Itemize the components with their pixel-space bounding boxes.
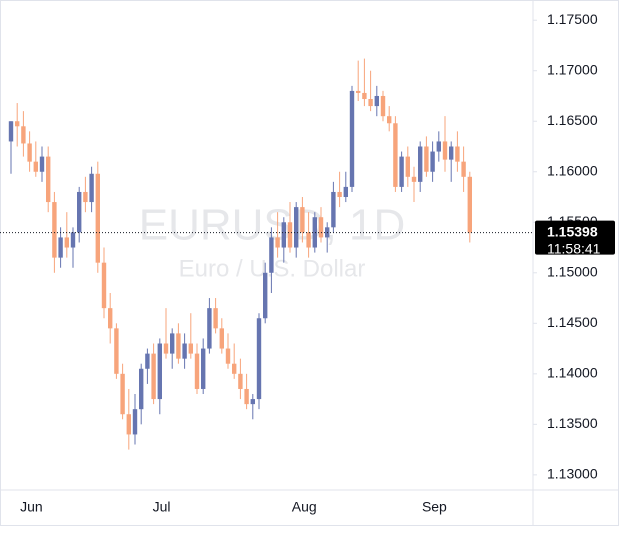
candle-body [157, 343, 162, 400]
x-tick-label: Jul [153, 499, 171, 515]
candle-body [449, 146, 454, 160]
candle-body [52, 202, 57, 258]
candle-body [132, 409, 138, 435]
candle-body [58, 237, 63, 258]
candle-body [219, 328, 224, 349]
candle-body [300, 207, 305, 233]
candle-body [182, 343, 187, 359]
candle-body [151, 353, 156, 400]
candle-body [33, 161, 38, 172]
y-tick-label: 1.16000 [547, 162, 598, 178]
candle-body [368, 99, 373, 107]
candle-body [424, 146, 429, 172]
candle-body [269, 237, 274, 273]
candle-body [114, 328, 119, 374]
last-price-label: 1.15398 [547, 223, 598, 239]
candle-body [294, 207, 299, 248]
candle-body [201, 348, 206, 389]
candle-body [356, 90, 361, 93]
candle-body [15, 121, 20, 127]
x-tick-label: Sep [422, 499, 447, 515]
candle-body [250, 399, 255, 405]
candle-body [21, 126, 26, 144]
candle-body [411, 176, 417, 182]
candle-body [83, 191, 88, 203]
candle-body [145, 353, 150, 369]
candle-body [374, 95, 379, 107]
candle-body [27, 143, 32, 162]
y-tick-label: 1.16500 [547, 112, 598, 128]
y-tick-label: 1.14000 [547, 365, 598, 381]
candle-body [399, 156, 404, 187]
candle-body [461, 161, 466, 177]
candle-body [225, 348, 231, 364]
candle-body [343, 186, 348, 198]
x-tick-label: Aug [292, 499, 317, 515]
y-tick-label: 1.13000 [547, 466, 598, 482]
countdown-label: 11:58:41 [547, 240, 601, 256]
candle-body [126, 414, 131, 435]
candle-body [442, 141, 448, 160]
candle-body [64, 237, 69, 248]
candle-body [418, 146, 423, 182]
candle-body [256, 318, 262, 400]
y-tick-label: 1.17000 [547, 61, 598, 77]
candle-body [207, 308, 212, 349]
candle-body [275, 237, 280, 248]
candle-body [213, 308, 218, 329]
candle-body [194, 353, 200, 389]
candle-body [244, 388, 249, 405]
candle-body [362, 92, 367, 100]
x-tick-label: Jun [20, 499, 43, 515]
candle-body [170, 333, 175, 354]
candle-body [77, 191, 82, 233]
candle-body [108, 308, 113, 329]
y-tick-label: 1.14500 [547, 314, 598, 330]
candle-body [312, 217, 317, 248]
candle-body [139, 368, 144, 410]
last-price-box [535, 220, 615, 255]
candle-body [232, 363, 237, 374]
candle-body [281, 222, 286, 248]
candle-body [287, 222, 293, 248]
candle-body [331, 191, 336, 228]
candle-body [101, 262, 107, 309]
y-tick-label: 1.13500 [547, 415, 598, 431]
candle-body [467, 176, 472, 233]
candle-body [349, 90, 355, 187]
candle-body [387, 116, 392, 124]
candle-body [120, 373, 125, 415]
candle-body [393, 123, 398, 187]
candle-body [380, 95, 386, 117]
candle-body [318, 217, 324, 238]
candle-body [8, 121, 14, 142]
candle-body [306, 232, 311, 248]
y-tick-label: 1.15000 [547, 263, 598, 279]
candle-body [46, 156, 51, 203]
candle-body [238, 373, 243, 389]
candle-body [337, 191, 342, 198]
candle-body [95, 173, 100, 263]
candle-body [89, 173, 94, 203]
candle-body [455, 146, 460, 162]
candle-body [188, 343, 193, 354]
candle-body [430, 151, 435, 172]
candle-body [263, 272, 268, 319]
candle-body [163, 343, 169, 354]
candle-body [405, 156, 410, 177]
candle-body [176, 333, 181, 359]
candle-body [436, 141, 441, 152]
y-tick-label: 1.17500 [547, 11, 598, 27]
candle-body [39, 156, 45, 172]
candle-body [70, 232, 76, 248]
